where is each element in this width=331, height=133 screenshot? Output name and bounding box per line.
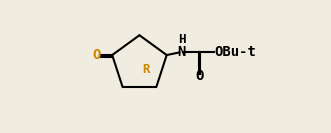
Text: R: R	[142, 63, 150, 76]
Text: OBu-t: OBu-t	[214, 45, 256, 59]
Text: O: O	[92, 48, 101, 62]
Text: H: H	[178, 33, 185, 46]
Text: O: O	[195, 69, 204, 83]
Text: N: N	[177, 45, 186, 59]
